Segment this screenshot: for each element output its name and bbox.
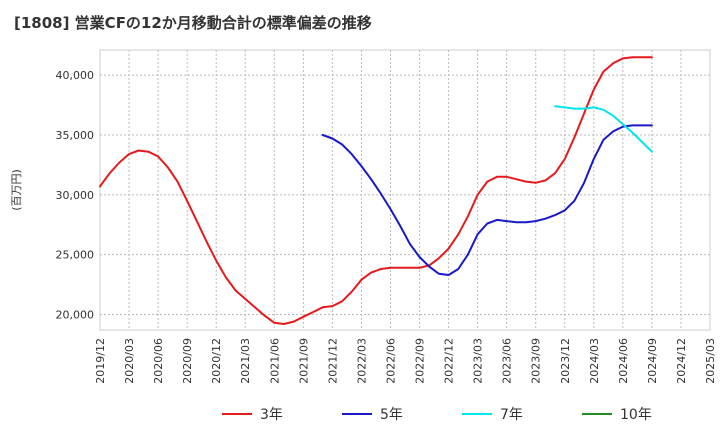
series-line <box>99 56 653 325</box>
legend: 3年 5年 7年 10年 <box>222 407 652 423</box>
x-tick-label: 2024/03 <box>588 338 601 384</box>
y-tick-label: 35,000 <box>56 129 95 142</box>
x-tick-label: 2021/09 <box>297 338 310 384</box>
x-tick-label: 2023/06 <box>501 338 514 384</box>
x-tick-label: 2021/06 <box>268 338 281 384</box>
x-tick-label: 2020/03 <box>123 338 136 384</box>
chart-title: [1808] 営業CFの12か月移動合計の標準偏差の推移 <box>14 14 372 32</box>
x-tick-label: 2023/09 <box>530 338 543 384</box>
x-tick-label: 2025/03 <box>704 338 717 384</box>
x-tick-label: 2024/09 <box>646 338 659 384</box>
x-tick-label: 2022/12 <box>443 338 456 384</box>
x-tick-label: 2021/03 <box>239 338 252 384</box>
x-tick-label: 2022/09 <box>414 338 427 384</box>
y-tick-label: 30,000 <box>56 189 95 202</box>
y-tick-label: 25,000 <box>56 249 95 262</box>
series-layer <box>99 56 653 325</box>
legend-label: 10年 <box>620 407 652 423</box>
x-tick-label: 2024/12 <box>675 338 688 384</box>
plot-frame <box>99 49 711 331</box>
x-tick-label: 2019/12 <box>94 338 107 384</box>
y-tick-label: 40,000 <box>56 69 95 82</box>
grid <box>99 50 711 330</box>
x-tick-label: 2024/06 <box>617 338 630 384</box>
legend-label: 3年 <box>260 407 283 423</box>
x-tick-label: 2020/06 <box>152 338 165 384</box>
x-axis-ticks: 2019/12 2020/03 2020/06 2020/09 2020/12 2021/… <box>94 338 717 384</box>
x-tick-label: 2023/12 <box>559 338 572 384</box>
y-tick-label: 20,000 <box>56 308 95 321</box>
legend-label: 7年 <box>500 407 523 423</box>
y-axis-label: (百万円) <box>10 169 23 211</box>
series-line <box>554 105 653 153</box>
x-tick-label: 2020/12 <box>210 338 223 384</box>
x-tick-label: 2020/09 <box>181 338 194 384</box>
x-tick-label: 2021/12 <box>326 338 339 384</box>
y-axis-ticks: 20,000 25,000 30,000 35,000 40,000 <box>56 69 95 321</box>
x-tick-label: 2022/06 <box>384 338 397 384</box>
legend-label: 5年 <box>380 407 403 423</box>
x-tick-label: 2023/03 <box>472 338 485 384</box>
series-line <box>321 124 653 276</box>
x-tick-label: 2022/03 <box>355 338 368 384</box>
